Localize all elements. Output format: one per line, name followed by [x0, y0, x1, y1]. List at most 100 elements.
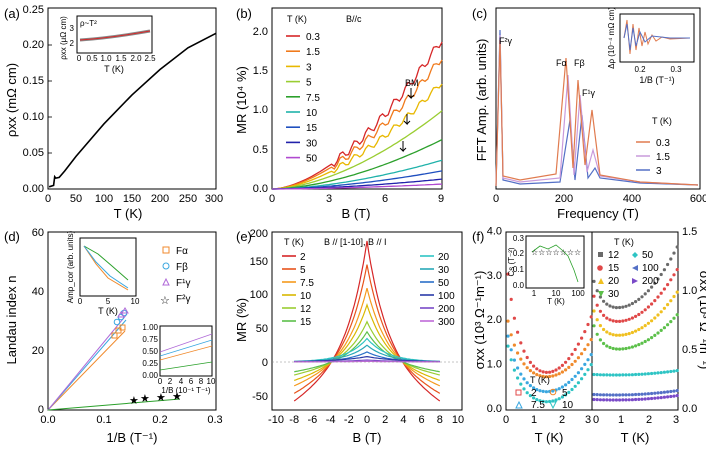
f-left-pt-3-17 — [560, 395, 565, 399]
panel-d-label: (d) — [4, 229, 20, 244]
f-left-pt-1-0 — [506, 319, 510, 323]
e-xtick-9: 8 — [437, 414, 443, 426]
d-inset2-ytick-1: 0.25 — [142, 359, 158, 368]
panel-f-label: (f) — [472, 229, 484, 244]
d-fit-f1g — [47, 313, 128, 411]
f-left-pt-3-21 — [573, 384, 577, 388]
f-right-pt-6-22 — [662, 395, 667, 399]
e-legend-l-3: 10 — [300, 291, 312, 302]
f-right-pt-2-10 — [624, 332, 628, 336]
f-xtick-r-3: 3 — [673, 414, 679, 426]
a-inset-xtick-5: 2.5 — [144, 54, 156, 63]
f-inset: ☆☆☆☆☆☆☆ 0.0 0.1 0.2 0.3 1 10 100 T (K) C… — [507, 234, 585, 306]
f-left-pt-0-1 — [509, 297, 513, 301]
f-left-pt-3-24 — [583, 372, 587, 376]
f-left-pt-3-18 — [564, 393, 568, 397]
f-right-pt-1-25 — [672, 273, 676, 277]
f-ylabel-left: σxx (10³ Ω⁻¹m⁻¹) — [472, 271, 487, 370]
f-right-pt-5-11 — [627, 393, 631, 397]
e-legend-r-1: 30 — [438, 265, 450, 276]
f-right-pt-3-17 — [646, 338, 651, 342]
e-ytick-3: 100 — [250, 289, 268, 301]
f-right-pt-0-12 — [630, 301, 635, 306]
b-series-0 — [271, 41, 443, 190]
f-right-pt-4-10 — [624, 373, 628, 377]
f-left-pt-1-24 — [583, 347, 587, 351]
panel-c-xticks: 0 200 400 600 — [493, 193, 706, 205]
e-legend-l-2: 7.5 — [300, 278, 314, 289]
f-right-pt-1-24 — [669, 278, 673, 282]
f-ytick-l-2: 1.0 — [487, 359, 502, 371]
f-ytick-l-8: 4.0 — [487, 225, 502, 237]
f-right-pt-4-6 — [611, 373, 615, 377]
d-ytick-3: 60 — [32, 227, 44, 239]
c-xlabel: Frequency (T) — [557, 206, 639, 221]
f-right-pt-5-7 — [614, 393, 619, 397]
f-right-pt-5-9 — [621, 393, 625, 397]
b-legend-4: 7.5 — [306, 93, 320, 104]
e-xtick-2: -6 — [308, 414, 318, 426]
d-fit-f2g — [47, 398, 181, 411]
b-series-3 — [271, 110, 443, 190]
c-xtick-0: 0 — [493, 193, 499, 205]
f-left-pt-3-23 — [580, 377, 584, 381]
c-inset-xlabel: 1/B (T⁻¹) — [639, 75, 674, 85]
f-right-pt-2-2 — [598, 324, 603, 328]
d-fit-fa — [47, 330, 126, 411]
f-right-pt-6-13 — [634, 397, 638, 402]
f-left-pt-1-8 — [532, 371, 536, 375]
f-right-pt-2-24 — [669, 299, 673, 303]
f-left-pt-2-8 — [532, 386, 536, 390]
f-left-pt-3-22 — [576, 381, 581, 385]
f-left-pt-0-12 — [544, 370, 549, 374]
f-right-pt-4-15 — [640, 372, 644, 376]
f-right-pt-5-17 — [646, 392, 651, 396]
a-xtick-1: 50 — [70, 193, 82, 205]
f-left-pt-3-20 — [570, 387, 574, 392]
f-right-pt-3-16 — [643, 339, 647, 344]
f-xlabel-left: T (K) — [535, 430, 564, 445]
f-right-pt-5-26 — [675, 389, 679, 393]
f-right-pt-1-5 — [608, 318, 612, 322]
panel-b-frame — [271, 7, 443, 190]
f-left-pt-0-15 — [554, 368, 558, 372]
f-left-pt-2-22 — [576, 371, 581, 375]
d-pt-f1g-0 — [117, 311, 125, 318]
f-right-pt-0-3 — [602, 299, 606, 303]
f-left-pt-2-20 — [570, 377, 574, 382]
b-curves — [271, 41, 443, 190]
f-right-pt-3-3 — [602, 341, 606, 346]
f-right-pt-1-15 — [640, 310, 644, 314]
a-xtick-2: 100 — [95, 193, 113, 205]
c-xtick-1: 200 — [555, 193, 573, 205]
f-right-pt-2-19 — [653, 316, 657, 320]
panel-b-xticks: 0 3 6 9 — [269, 193, 444, 205]
f-right-pt-4-1 — [595, 373, 599, 377]
f-left-pt-0-11 — [541, 370, 545, 374]
f-xtick-l-0: 0 — [503, 414, 509, 426]
e-series-5 — [294, 330, 440, 373]
d-inset1-xtick-1: 5 — [106, 297, 111, 306]
f-left-pt-3-19 — [567, 390, 571, 394]
f-left-pt-2-10 — [538, 389, 542, 393]
f-right-pt-4-9 — [621, 373, 625, 377]
f-left-pt-0-26 — [589, 315, 593, 319]
a-ytick-3: 0.15 — [23, 75, 44, 87]
d-ytick-2: 40 — [32, 286, 44, 298]
f-left-pt-0-18 — [564, 360, 568, 364]
e-curves — [272, 240, 462, 402]
f-right-pt-5-10 — [624, 393, 628, 397]
d-inset1-xtick-0: 0 — [78, 297, 83, 306]
f-right-pt-6-11 — [627, 398, 631, 402]
f-right-pt-2-6 — [611, 333, 615, 337]
d-pt-f2g-2: ★ — [156, 392, 166, 404]
d-inset2-ytick-0: 0.00 — [142, 371, 158, 380]
d-inset2-xtick-5: 10 — [207, 377, 216, 386]
e-field-note: B // [1-10], B // I — [324, 237, 387, 247]
b-legend-0: 0.3 — [306, 32, 320, 43]
f-right-pt-1-0 — [592, 294, 596, 298]
c-series-0_3 — [495, 39, 699, 187]
f-ylabel-right: σxx (10³ Ω⁻¹m⁻¹) — [697, 271, 706, 370]
panel-e-xticks: -10 -8 -6 -4 -2 0 2 4 6 8 10 — [268, 414, 464, 426]
svg-text:☆☆☆☆☆☆☆: ☆☆☆☆☆☆☆ — [531, 248, 581, 257]
